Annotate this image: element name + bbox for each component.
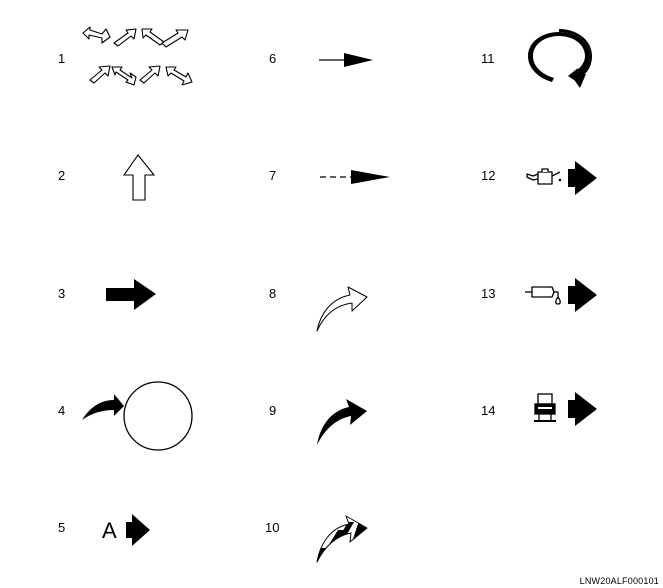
- curved-arrow-to-circle-icon: [82, 381, 193, 451]
- item-3-number: 3: [58, 286, 66, 301]
- solid-right-arrow-icon: [106, 279, 156, 310]
- four-way-diagonal-arrows-icon: [82, 26, 193, 86]
- letter-a-right-arrow-icon: A: [102, 514, 150, 546]
- outline-up-arrow-icon: [122, 154, 156, 201]
- letter-a-label: A: [102, 518, 117, 543]
- outline-curved-arrow-icon: [316, 286, 368, 332]
- item-9-number: 9: [269, 403, 277, 418]
- oil-can-arrow-icon: [526, 161, 597, 195]
- thin-right-arrow-icon: [319, 53, 373, 67]
- item-12-number: 12: [481, 168, 496, 183]
- item-7-number: 7: [269, 168, 277, 183]
- item-1-number: 1: [58, 51, 66, 66]
- item-8-number: 8: [269, 286, 277, 301]
- item-5-number: 5: [58, 520, 66, 535]
- item-11-number: 11: [481, 51, 495, 66]
- item-13-number: 13: [481, 286, 496, 301]
- item-4-number: 4: [58, 403, 66, 418]
- item-10-number: 10: [265, 520, 280, 535]
- tool-press-arrow-icon: [534, 392, 597, 426]
- solid-curved-arrow-icon: [317, 399, 367, 445]
- item-14-number: 14: [481, 403, 496, 418]
- grease-dispenser-arrow-icon: [525, 278, 597, 312]
- dashed-right-arrow-icon: [320, 170, 390, 184]
- figure-code: LNW20ALF000101: [579, 576, 659, 586]
- item-6-number: 6: [269, 51, 277, 66]
- striped-curved-arrow-icon: [316, 515, 368, 563]
- rotation-arrow-icon: [528, 29, 592, 88]
- item-2-number: 2: [58, 168, 66, 183]
